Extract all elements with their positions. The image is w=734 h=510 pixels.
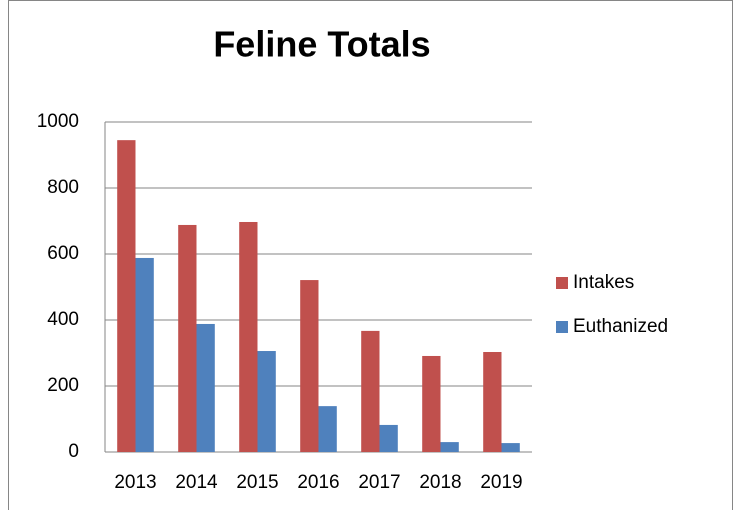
bar xyxy=(178,224,197,452)
y-tick-label: 800 xyxy=(47,177,79,198)
bar xyxy=(361,330,380,452)
bar xyxy=(501,443,520,452)
x-tick-label: 2019 xyxy=(480,472,522,493)
x-tick-label: 2015 xyxy=(236,472,278,493)
bar xyxy=(379,424,398,452)
bar xyxy=(318,406,337,452)
bar xyxy=(300,280,319,452)
y-tick-label: 600 xyxy=(47,243,79,264)
bar xyxy=(239,221,258,452)
y-tick-label: 400 xyxy=(47,309,79,330)
y-tick-label: 0 xyxy=(68,441,79,462)
legend-label: Intakes xyxy=(573,272,634,293)
legend-swatch xyxy=(556,277,568,289)
legend-label: Euthanized xyxy=(573,316,668,337)
bar xyxy=(135,257,154,452)
bar xyxy=(440,442,459,452)
bar xyxy=(422,355,441,452)
x-tick-label: 2016 xyxy=(297,472,339,493)
y-tick-label: 200 xyxy=(47,375,79,396)
x-tick-label: 2018 xyxy=(419,472,461,493)
bar xyxy=(257,351,276,452)
bar xyxy=(117,140,136,452)
legend-swatch xyxy=(556,321,568,333)
bar xyxy=(196,323,215,452)
chart-title: Feline Totals xyxy=(213,24,430,65)
x-tick-label: 2017 xyxy=(358,472,400,493)
x-tick-label: 2014 xyxy=(175,472,218,493)
bar xyxy=(483,352,502,452)
x-tick-label: 2013 xyxy=(114,472,156,493)
y-tick-label: 1000 xyxy=(37,111,79,132)
